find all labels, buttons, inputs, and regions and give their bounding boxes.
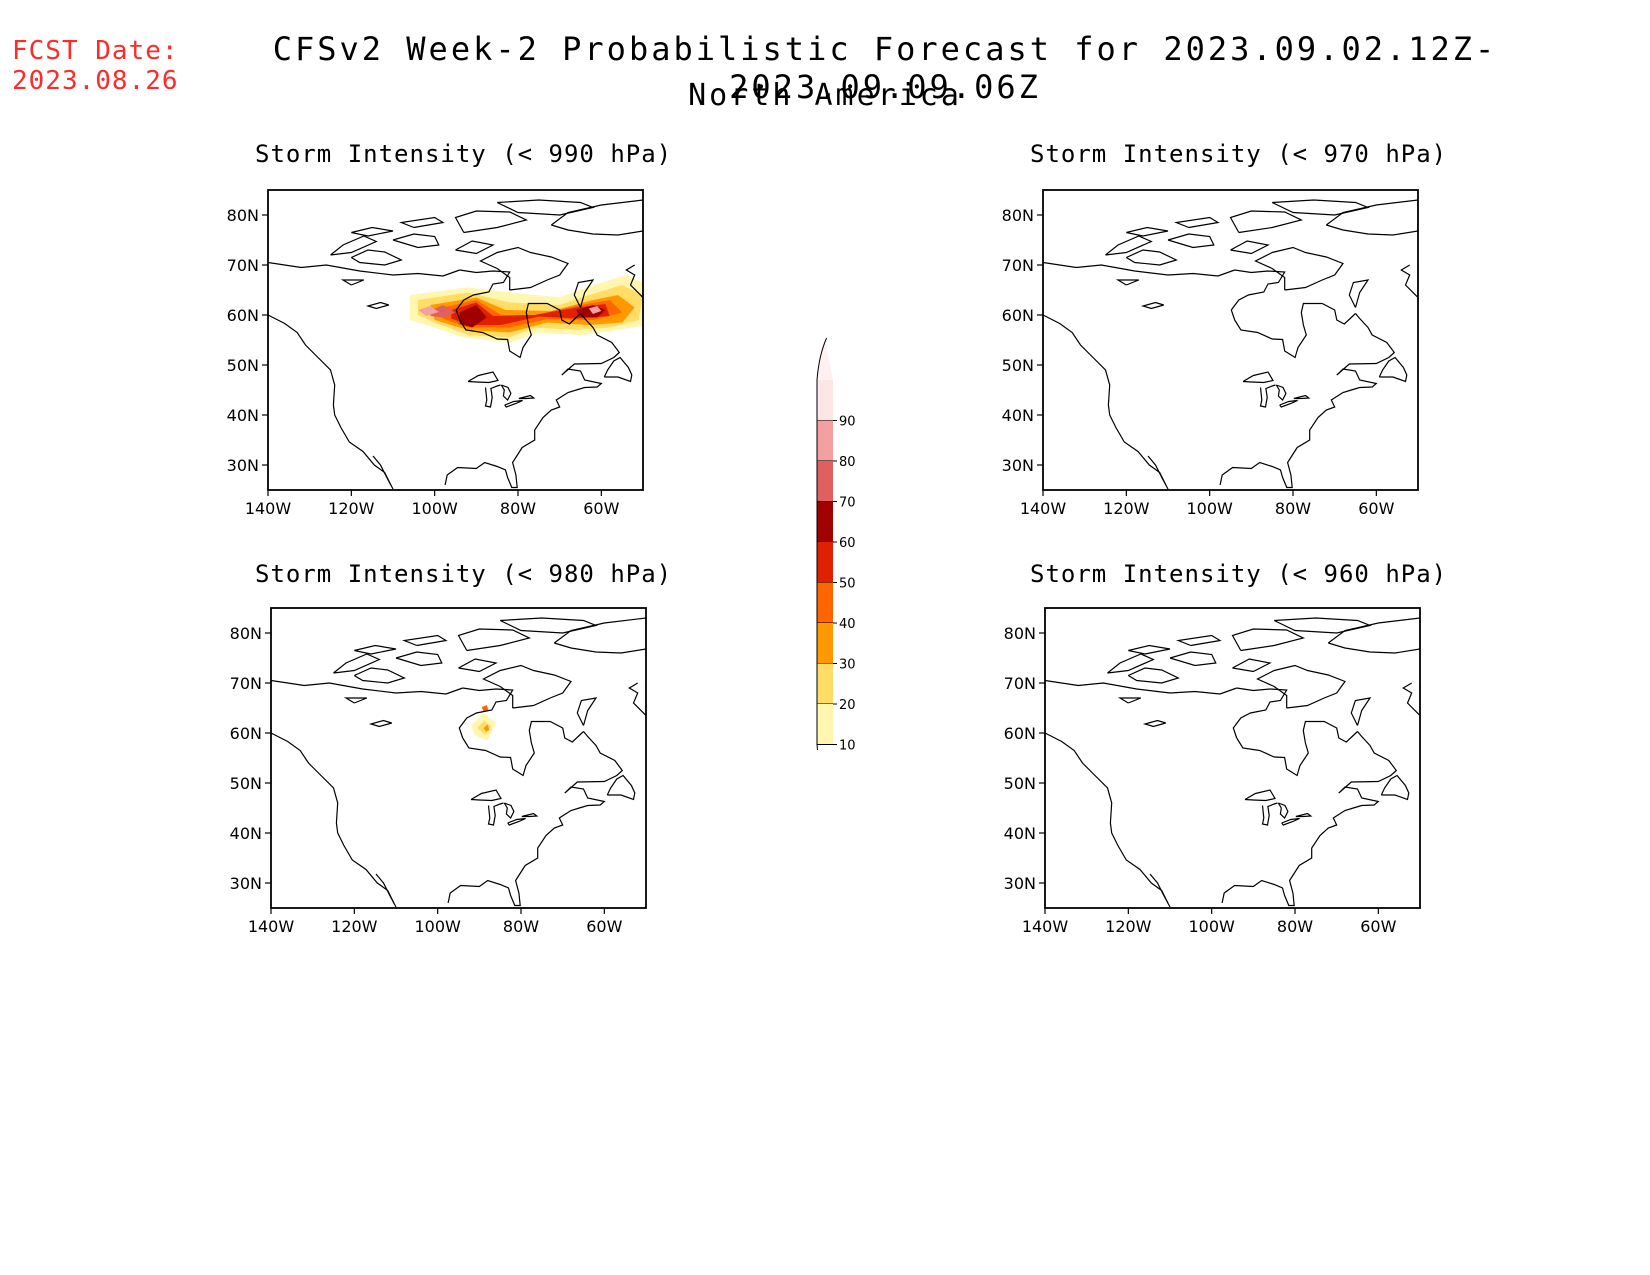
probability-fill xyxy=(409,275,643,343)
colorbar-top-curve xyxy=(816,337,828,381)
map-panel-970: 80N 70N 60N 50N 40N 30N 140W 120W 100W 80W 60W xyxy=(1002,189,1419,518)
colorbar-swatch xyxy=(817,663,833,704)
coastlines xyxy=(1045,617,1420,908)
lon-tick-label: 100W xyxy=(411,499,458,518)
lon-tick-label: 80W xyxy=(503,917,539,936)
lon-tick-label: 140W xyxy=(1020,499,1067,518)
fcst-date: 2023.08.26 xyxy=(12,66,179,96)
lon-tick-label: 140W xyxy=(1022,917,1069,936)
lon-tick-label: 80W xyxy=(1277,917,1313,936)
map-frame xyxy=(267,189,644,491)
colorbar-swatch xyxy=(817,461,833,502)
colorbar-swatch xyxy=(817,380,833,421)
panel-title-960: Storm Intensity (< 960 hPa) xyxy=(1030,560,1448,588)
colorbar-label: 30 xyxy=(839,658,856,673)
panel-title-980: Storm Intensity (< 980 hPa) xyxy=(255,560,673,588)
probability-fill xyxy=(471,705,496,741)
lon-tick-label: 140W xyxy=(245,499,292,518)
coastlines xyxy=(1043,199,1418,490)
colorbar-swatch xyxy=(817,501,833,542)
map-panel-960: 80N 70N 60N 50N 40N 30N 140W 120W 100W 80W 60W xyxy=(1004,607,1421,936)
lat-tick-label: 70N xyxy=(230,674,262,693)
lon-tick-label: 80W xyxy=(1275,499,1311,518)
lat-tick-label: 60N xyxy=(1004,724,1036,743)
lon-tick-label: 120W xyxy=(331,917,378,936)
panel-title-970: Storm Intensity (< 970 hPa) xyxy=(1030,140,1448,168)
lat-tick-label: 70N xyxy=(227,256,259,275)
colorbar-swatch xyxy=(817,623,833,664)
panel-title-990: Storm Intensity (< 990 hPa) xyxy=(255,140,673,168)
colorbar: 90 80 70 60 50 40 30 20 10 xyxy=(816,337,856,751)
lat-tick-label: 50N xyxy=(230,774,262,793)
colorbar-label: 60 xyxy=(839,536,856,551)
lon-tick-label: 60W xyxy=(1360,917,1396,936)
lat-tick-label: 50N xyxy=(227,356,259,375)
colorbar-label: 50 xyxy=(839,577,856,592)
lon-tick-label: 100W xyxy=(414,917,461,936)
map-panel-990: 80N 70N 60N 50N 40N 30N 140W 120W 100W 80W 60W xyxy=(227,189,644,518)
lat-tick-label: 50N xyxy=(1002,356,1034,375)
colorbar-label: 10 xyxy=(839,739,856,751)
lat-tick-label: 60N xyxy=(1002,306,1034,325)
coastlines xyxy=(271,617,646,908)
lat-tick-label: 80N xyxy=(227,206,259,225)
lon-tick-label: 120W xyxy=(1103,499,1150,518)
lat-tick-label: 80N xyxy=(1004,624,1036,643)
region-subtitle: North America xyxy=(688,78,962,113)
map-frame xyxy=(1044,607,1421,909)
lat-tick-label: 80N xyxy=(1002,206,1034,225)
lat-tick-label: 40N xyxy=(1002,406,1034,425)
lon-tick-label: 80W xyxy=(500,499,536,518)
colorbar-label: 40 xyxy=(839,617,856,632)
lat-tick-label: 60N xyxy=(230,724,262,743)
fcst-label: FCST Date: xyxy=(12,36,179,66)
lat-tick-label: 40N xyxy=(227,406,259,425)
colorbar-swatch xyxy=(817,420,833,461)
map-frame xyxy=(1042,189,1419,491)
lat-tick-label: 50N xyxy=(1004,774,1036,793)
lon-tick-label: 120W xyxy=(328,499,375,518)
colorbar-swatch xyxy=(817,542,833,583)
lat-tick-label: 40N xyxy=(1004,824,1036,843)
lat-tick-label: 70N xyxy=(1004,674,1036,693)
colorbar-label: 90 xyxy=(839,415,856,430)
map-panel-980: 80N 70N 60N 50N 40N 30N 140W 120W 100W 80W 60W xyxy=(230,607,647,936)
lon-tick-label: 140W xyxy=(248,917,295,936)
lat-tick-label: 30N xyxy=(1002,456,1034,475)
lat-tick-label: 30N xyxy=(230,874,262,893)
lat-tick-label: 70N xyxy=(1002,256,1034,275)
lon-tick-label: 100W xyxy=(1188,917,1235,936)
lon-tick-label: 120W xyxy=(1105,917,1152,936)
lat-tick-label: 30N xyxy=(227,456,259,475)
lat-tick-label: 80N xyxy=(230,624,262,643)
lon-tick-label: 60W xyxy=(583,499,619,518)
colorbar-label: 70 xyxy=(839,496,856,511)
lon-tick-label: 100W xyxy=(1186,499,1233,518)
colorbar-label: 80 xyxy=(839,455,856,470)
lat-tick-label: 40N xyxy=(230,824,262,843)
colorbar-label: 20 xyxy=(839,698,856,713)
forecast-date-label: FCST Date: 2023.08.26 xyxy=(12,36,179,96)
colorbar-swatch xyxy=(817,704,833,745)
lon-tick-label: 60W xyxy=(1358,499,1394,518)
colorbar-swatch xyxy=(817,582,833,623)
map-frame xyxy=(270,607,647,909)
lat-tick-label: 30N xyxy=(1004,874,1036,893)
lon-tick-label: 60W xyxy=(586,917,622,936)
colorbar-top-arrow xyxy=(817,340,833,380)
colorbar-bottom-curve xyxy=(816,744,819,750)
lat-tick-label: 60N xyxy=(227,306,259,325)
coastlines xyxy=(268,199,643,490)
page-title: CFSv2 Week-2 Probabilistic Forecast for … xyxy=(272,30,1498,106)
